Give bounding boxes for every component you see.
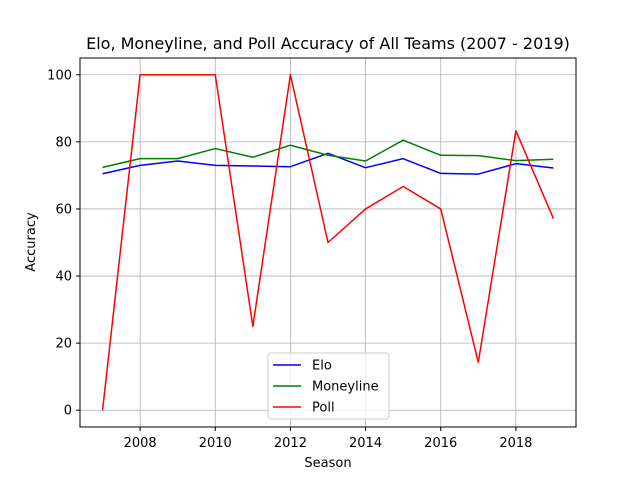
chart-title: Elo, Moneyline, and Poll Accuracy of All… (86, 34, 570, 53)
x-tick-label: 2018 (499, 436, 532, 451)
legend-label-elo: Elo (312, 359, 332, 374)
grid (80, 58, 576, 427)
x-axis-ticks: 2008 2010 2012 2014 2016 2018 (124, 427, 532, 451)
series-line-poll (101, 74, 555, 411)
plot-frame (79, 57, 577, 428)
y-tick-label: 80 (55, 135, 72, 150)
x-tick-label: 2014 (349, 436, 382, 451)
x-tick-label: 2012 (274, 436, 307, 451)
x-tick-label: 2010 (199, 436, 232, 451)
y-tick-label: 60 (55, 202, 72, 217)
y-axis-ticks: 0 20 40 60 80 100 (47, 68, 80, 419)
y-tick-label: 40 (55, 270, 72, 285)
legend-box (267, 352, 390, 420)
legend-label-moneyline: Moneyline (312, 380, 379, 395)
series-line-elo (102, 152, 554, 175)
legend: Elo Moneyline Poll (267, 352, 390, 420)
y-axis-label: Accuracy (24, 212, 39, 272)
x-tick-label: 2016 (424, 436, 457, 451)
y-tick-label: 0 (64, 404, 72, 419)
x-axis-label: Season (304, 456, 351, 471)
y-tick-label: 100 (47, 68, 72, 83)
series-lines (101, 74, 555, 411)
series-line-moneyline (102, 139, 554, 169)
x-tick-label: 2008 (124, 436, 157, 451)
y-tick-label: 20 (55, 337, 72, 352)
legend-label-poll: Poll (312, 401, 335, 416)
